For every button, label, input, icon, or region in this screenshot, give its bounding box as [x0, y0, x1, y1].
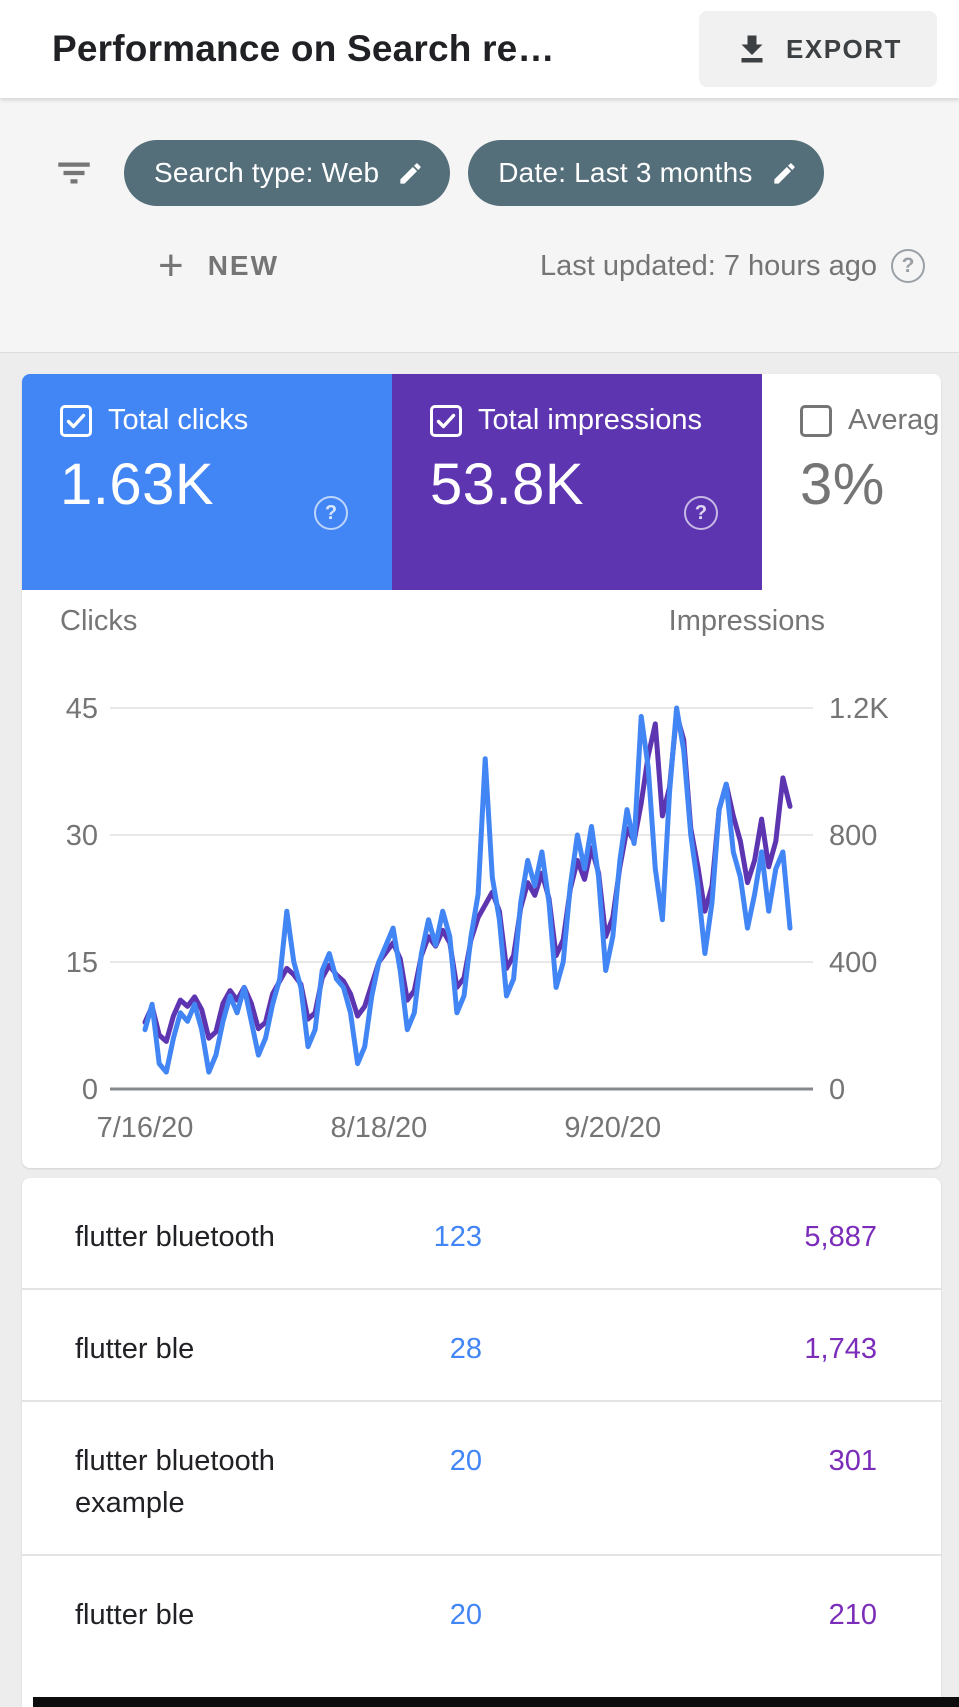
total-impressions-label: Total impressions: [478, 404, 703, 436]
query-cell: flutter bluetooth example: [75, 1445, 275, 1519]
filter-secondary-row: + NEW Last updated: 7 hours ago ?: [0, 236, 959, 296]
queries-table: flutter bluetooth 123 5,887 flutter ble 28 1,…: [22, 1178, 941, 1707]
clicks-cell: 20: [449, 1445, 482, 1477]
queries-table-body: flutter bluetooth 123 5,887 flutter ble 28 1,…: [22, 1178, 941, 1666]
table-row[interactable]: flutter ble 28 1,743: [22, 1288, 941, 1400]
clicks-cell: 123: [433, 1221, 482, 1253]
right-axis-title: Impressions: [669, 605, 825, 637]
query-cell: flutter ble: [75, 1333, 195, 1365]
table-row[interactable]: flutter bluetooth example 20 301: [22, 1400, 941, 1554]
query-cell: flutter ble: [75, 1599, 195, 1631]
app-header: Performance on Search re… EXPORT: [0, 0, 959, 98]
filter-list-icon[interactable]: [52, 152, 96, 194]
x-axis-tick: 9/20/20: [564, 1112, 661, 1144]
right-axis-tick: 400: [829, 947, 877, 979]
new-filter-button[interactable]: + NEW: [158, 241, 280, 290]
clicks-cell: 20: [449, 1599, 482, 1631]
average-ctr-label: Averag: [848, 404, 940, 436]
impressions-cell: 301: [828, 1445, 877, 1477]
metric-cards: Total clicks 1.63K ? Total impressions 5…: [22, 374, 941, 590]
edit-icon: [771, 160, 798, 187]
query-cell: flutter bluetooth: [75, 1221, 275, 1253]
total-clicks-value: 1.63K: [60, 452, 215, 517]
checkbox-unchecked-icon[interactable]: [800, 404, 832, 437]
impressions-cell: 5,887: [804, 1221, 877, 1253]
search-type-chip-label: Search type: Web: [154, 157, 380, 188]
clicks-cell: 28: [449, 1333, 482, 1365]
total-clicks-card[interactable]: Total clicks 1.63K ?: [22, 374, 392, 590]
clicks-impressions-line-chart: 45 1.2K 30 800 15 400 0 0 Clicks Impressions 7/16/…: [60, 605, 889, 1144]
left-axis-tick: 0: [82, 1074, 98, 1106]
help-icon[interactable]: ?: [891, 249, 925, 283]
left-axis-title: Clicks: [60, 605, 137, 637]
edit-icon: [397, 160, 424, 187]
left-axis-tick: 15: [66, 947, 98, 979]
checkbox-checked-icon[interactable]: [430, 404, 462, 437]
last-updated: Last updated: 7 hours ago ?: [540, 249, 925, 283]
table-row[interactable]: flutter bluetooth 123 5,887: [22, 1178, 941, 1288]
right-axis-tick: 800: [829, 820, 877, 852]
average-ctr-card[interactable]: Averag 3%: [762, 374, 941, 590]
page-title: Performance on Search re…: [52, 28, 555, 69]
x-axis-tick: 7/16/20: [97, 1112, 194, 1144]
impressions-cell: 1,743: [804, 1333, 877, 1365]
total-impressions-card[interactable]: Total impressions 53.8K ?: [392, 374, 762, 590]
x-axis-tick: 8/18/20: [331, 1112, 428, 1144]
date-range-chip-label: Date: Last 3 months: [498, 157, 753, 188]
new-label: NEW: [207, 250, 280, 281]
bottom-edge-bar: [33, 1697, 959, 1707]
download-icon: [734, 31, 770, 67]
export-label: EXPORT: [786, 33, 902, 64]
impressions-cell: 210: [828, 1599, 877, 1631]
help-icon[interactable]: ?: [314, 496, 348, 530]
average-ctr-value: 3%: [800, 452, 885, 517]
checkbox-checked-icon[interactable]: [60, 404, 92, 437]
total-impressions-value: 53.8K: [430, 452, 585, 517]
export-button[interactable]: EXPORT: [699, 11, 937, 87]
right-axis-tick: 0: [829, 1074, 845, 1106]
date-range-chip[interactable]: Date: Last 3 months: [468, 140, 824, 206]
filter-bar: Search type: Web Date: Last 3 months + N…: [0, 98, 959, 353]
chart-panel: Total clicks 1.63K ? Total impressions 5…: [22, 374, 941, 1168]
filter-chips-row: Search type: Web Date: Last 3 months: [0, 140, 959, 206]
plus-icon: +: [158, 241, 184, 290]
clicks-line: [142, 705, 793, 1075]
search-type-chip[interactable]: Search type: Web: [124, 140, 451, 206]
last-updated-text: Last updated: 7 hours ago: [540, 249, 877, 282]
table-row[interactable]: flutter ble 20 210: [22, 1554, 941, 1666]
left-axis-tick: 30: [66, 820, 98, 852]
right-axis-tick: 1.2K: [829, 693, 889, 725]
left-axis-tick: 45: [66, 693, 98, 725]
total-clicks-label: Total clicks: [108, 404, 249, 436]
help-icon[interactable]: ?: [684, 496, 718, 530]
